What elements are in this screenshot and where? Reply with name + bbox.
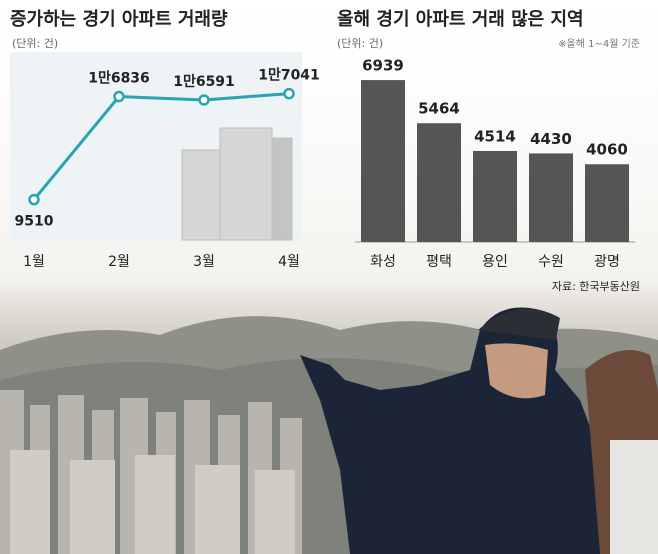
x-tick-label: 용인 (482, 254, 508, 270)
value-label: 1만6591 (173, 74, 235, 90)
value-label: 4430 (530, 130, 572, 148)
x-tick-label: 4월 (278, 254, 300, 270)
building-illustration (181, 127, 293, 241)
chart-title: 증가하는 경기 아파트 거래량 (10, 9, 228, 30)
x-tick-label: 광명 (594, 254, 620, 270)
point (283, 87, 295, 100)
line (32, 92, 290, 201)
value-label: 4060 (586, 141, 628, 159)
bar (361, 80, 405, 243)
x-tick-label: 평택 (426, 254, 452, 270)
x-tick-label: 화성 (370, 254, 396, 270)
note: ※올해 1~4월 기준 (558, 37, 640, 50)
bar (529, 153, 573, 242)
value-label: 1만7041 (258, 68, 320, 84)
bar (473, 150, 517, 242)
x-tick-label: 1월 (23, 254, 45, 270)
x-tick-label: 수원 (538, 254, 564, 270)
source: 자료: 한국부동산원 (552, 280, 640, 293)
bar (417, 123, 461, 242)
x-tick-label: 3월 (193, 254, 215, 270)
unit-label: (단위: 건) (12, 37, 58, 50)
bar (585, 164, 629, 242)
point (28, 193, 40, 206)
value-label: 9510 (15, 214, 54, 230)
unit-label: (단위: 건) (337, 37, 383, 50)
point (113, 90, 125, 103)
point (198, 94, 210, 106)
x-tick-label: 2월 (108, 254, 130, 270)
chart-title: 올해 경기 아파트 거래 많은 지역 (337, 9, 584, 30)
value-label: 1만6836 (88, 71, 150, 87)
value-label: 5464 (418, 100, 460, 118)
value-label: 6939 (362, 57, 404, 75)
value-label: 4514 (474, 127, 516, 145)
